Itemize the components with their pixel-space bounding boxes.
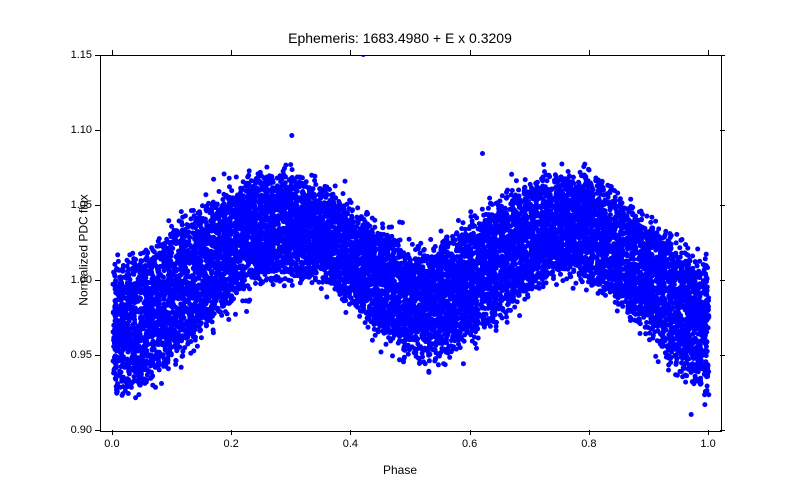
ytick-label: 1.15 [60,49,92,61]
xtick-label: 0.4 [343,438,358,450]
ytick-label: 1.05 [60,199,92,211]
xtick-mark [589,430,590,435]
xtick-label: 0.8 [581,438,596,450]
scatter-points [101,56,721,431]
xtick-label: 0.2 [223,438,238,450]
xtick-mark [112,50,113,55]
ytick-label: 0.90 [60,424,92,436]
ytick-mark [720,355,725,356]
xtick-mark [470,50,471,55]
ytick-label: 0.95 [60,349,92,361]
xtick-mark [470,430,471,435]
ytick-label: 1.10 [60,124,92,136]
xtick-label: 0.0 [104,438,119,450]
xtick-mark [350,50,351,55]
ytick-mark [720,430,725,431]
ytick-mark [95,130,100,131]
ytick-mark [95,55,100,56]
ytick-mark [720,205,725,206]
ytick-mark [95,355,100,356]
ytick-mark [720,55,725,56]
figure: Ephemeris: 1683.4980 + E x 0.3209 Normal… [0,0,800,500]
plot-area [100,55,722,432]
xtick-mark [708,50,709,55]
xtick-mark [350,430,351,435]
chart-title: Ephemeris: 1683.4980 + E x 0.3209 [0,30,800,46]
x-axis-label: Phase [0,463,800,477]
ytick-mark [95,205,100,206]
ytick-mark [95,430,100,431]
xtick-mark [589,50,590,55]
y-axis-label: Normalized PDC flux [77,194,91,305]
xtick-mark [231,50,232,55]
ytick-label: 1.00 [60,274,92,286]
xtick-mark [231,430,232,435]
xtick-mark [112,430,113,435]
xtick-label: 0.6 [462,438,477,450]
xtick-mark [708,430,709,435]
xtick-label: 1.0 [700,438,715,450]
ytick-mark [95,280,100,281]
ytick-mark [720,280,725,281]
ytick-mark [720,130,725,131]
